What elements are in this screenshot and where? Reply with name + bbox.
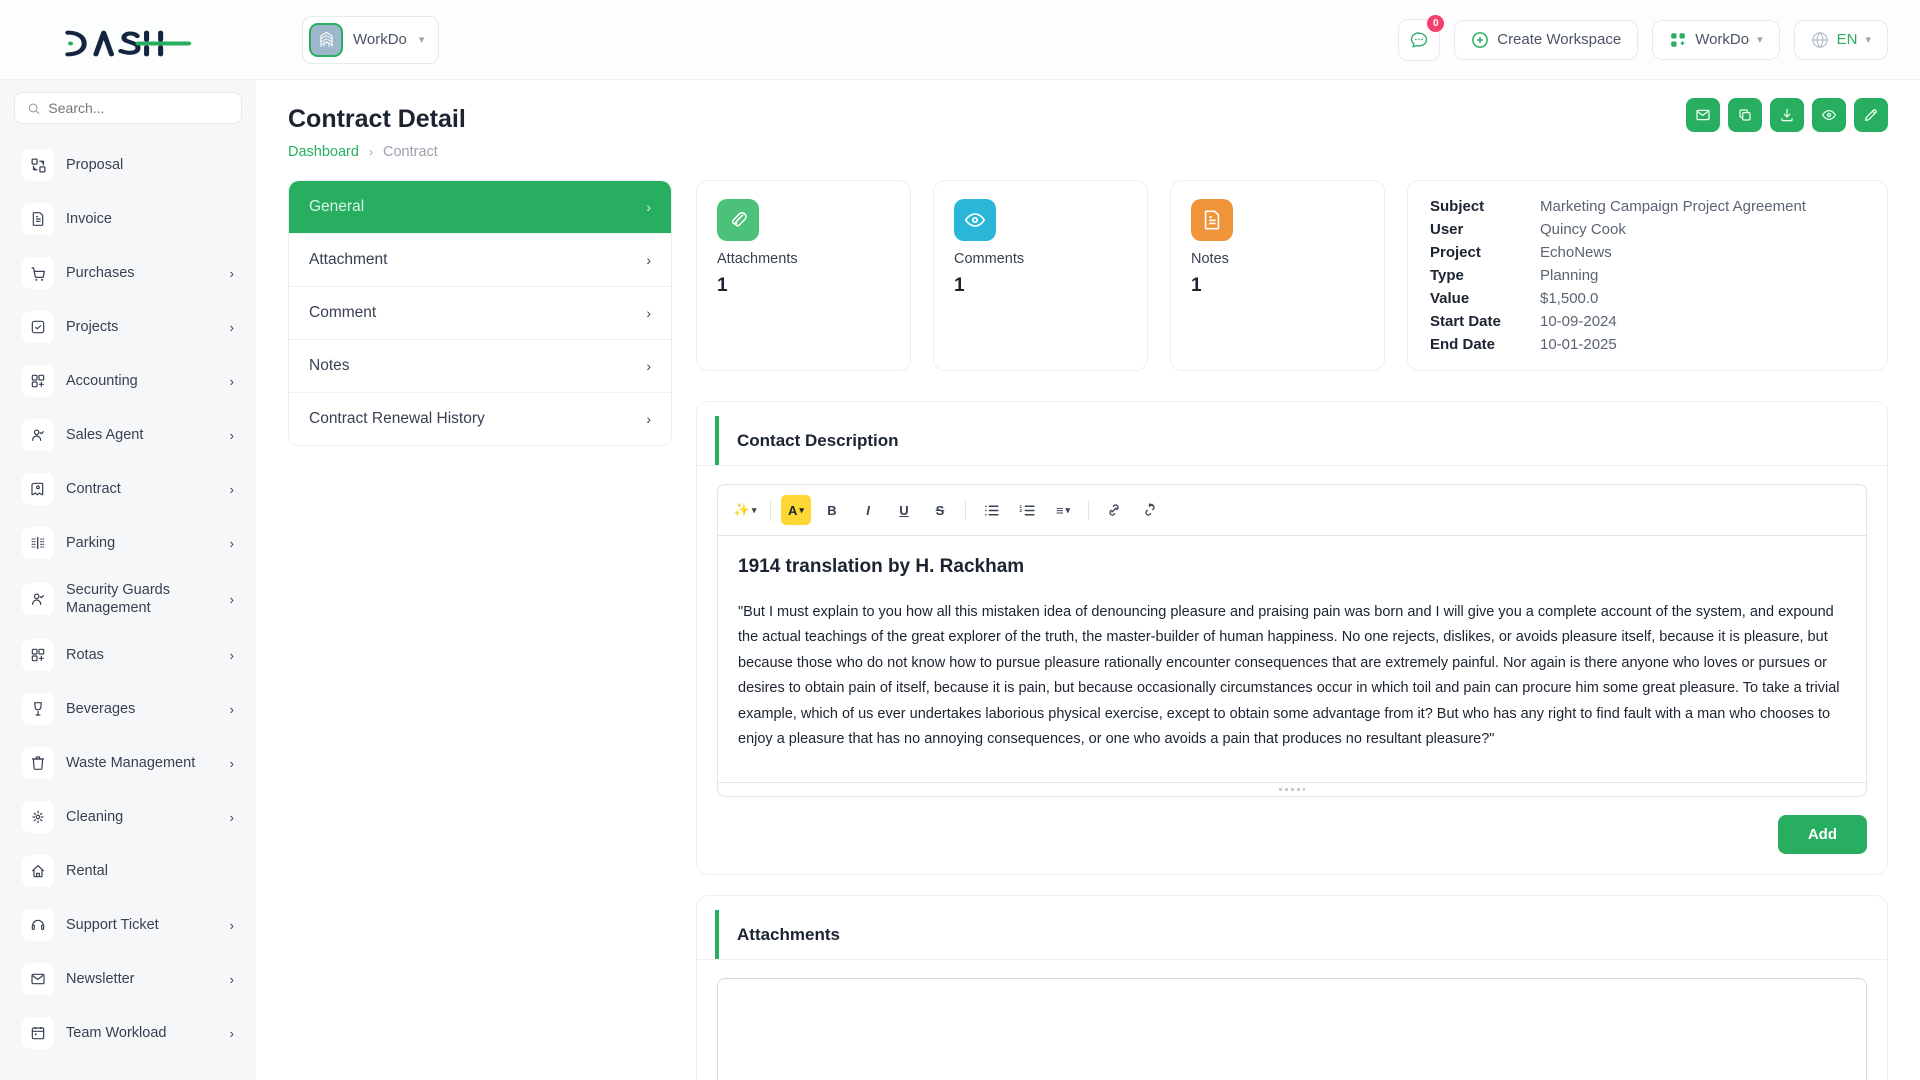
svg-text:2: 2: [1019, 508, 1022, 514]
